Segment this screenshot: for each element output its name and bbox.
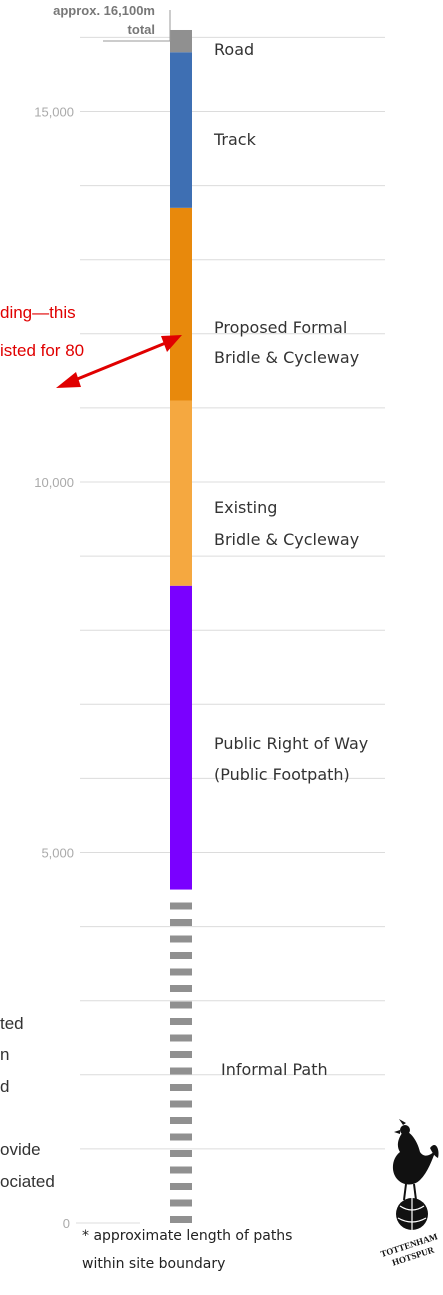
dash-mark <box>170 952 192 959</box>
cropped-text-line-3: d <box>0 1077 9 1096</box>
segment-label: Existing <box>214 498 277 517</box>
dash-mark <box>170 1051 192 1058</box>
bar-segment <box>170 400 192 586</box>
red-arrowhead-right <box>161 335 182 352</box>
dash-mark <box>170 935 192 943</box>
bar-segment <box>170 29 192 53</box>
dash-mark <box>170 1034 192 1042</box>
dash-mark <box>170 1133 192 1141</box>
cropped-text-line-4: ovide <box>0 1140 41 1159</box>
segment-label: Bridle & Cycleway <box>214 530 359 549</box>
cropped-text-line-5: ociated <box>0 1172 55 1191</box>
footnote-line-2: within site boundary <box>82 1256 225 1272</box>
dash-mark <box>170 902 192 910</box>
red-annotation-line-2: isted for 80 <box>0 341 84 360</box>
dash-mark <box>170 1183 192 1190</box>
bar-segment <box>170 585 192 890</box>
gridlines <box>80 36 385 1150</box>
dash-mark <box>170 968 192 976</box>
dash-mark <box>170 1100 192 1108</box>
segment-label: Track <box>213 130 257 149</box>
segment-labels: Informal Path Public Right of Way (Public … <box>213 40 368 1079</box>
segment-label: Public Right of Way <box>214 734 368 753</box>
segment-label: Road <box>214 40 254 59</box>
footnote-line-1: * approximate length of paths <box>82 1228 292 1244</box>
segment-label: Proposed Formal <box>214 318 347 337</box>
dash-mark <box>170 1199 192 1207</box>
segment-label: Bridle & Cycleway <box>214 348 359 367</box>
bar-segment <box>170 52 192 208</box>
cropped-text-line-2: n <box>0 1045 9 1064</box>
dash-mark <box>170 1216 192 1223</box>
y-tick-label: 0 <box>63 1216 70 1231</box>
dash-mark <box>170 1150 192 1157</box>
y-axis-ticks: 0 5,000 10,000 15,000 <box>34 105 140 1231</box>
y-tick-label: 10,000 <box>34 475 74 490</box>
tottenham-hotspur-logo: TOTTENHAM HOTSPUR <box>379 1119 439 1268</box>
dash-mark <box>170 1018 192 1025</box>
cropped-text-line-1: ted <box>0 1014 24 1033</box>
y-tick-label: 15,000 <box>34 105 74 120</box>
dash-mark <box>170 1001 192 1009</box>
segment-label: (Public Footpath) <box>214 765 350 784</box>
red-double-arrow <box>69 340 169 384</box>
cockerel-on-ball-icon <box>392 1119 439 1230</box>
red-annotation: ding—this isted for 80 <box>0 303 182 388</box>
bar-segment-informal-path <box>170 902 192 1223</box>
red-annotation-line-1: ding—this <box>0 303 76 322</box>
footnote: * approximate length of paths within sit… <box>82 1228 292 1272</box>
cropped-left-text: ted n d ovide ociated <box>0 1014 55 1191</box>
segment-label: Informal Path <box>221 1060 328 1079</box>
dash-mark <box>170 1117 192 1124</box>
dash-mark <box>170 1166 192 1174</box>
red-arrowhead-left <box>56 372 81 388</box>
stacked-bar <box>170 29 192 1223</box>
dash-mark <box>170 985 192 992</box>
total-label-line-1: approx. 16,100m <box>53 3 155 18</box>
total-label-line-2: total <box>128 22 155 37</box>
bar-segment <box>170 207 192 401</box>
total-annotation: approx. 16,100m total <box>53 3 171 42</box>
y-tick-label: 5,000 <box>41 846 74 861</box>
dash-mark <box>170 1067 192 1075</box>
dash-mark <box>170 919 192 926</box>
dash-mark <box>170 1084 192 1091</box>
